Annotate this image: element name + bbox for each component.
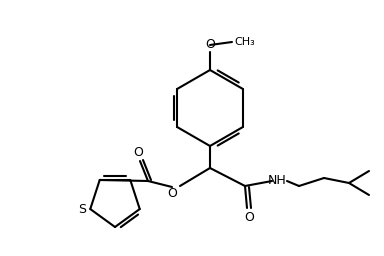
Text: NH: NH xyxy=(268,175,286,187)
Text: O: O xyxy=(167,187,177,200)
Text: O: O xyxy=(133,146,143,159)
Text: O: O xyxy=(244,211,254,224)
Text: CH₃: CH₃ xyxy=(234,37,255,47)
Text: O: O xyxy=(205,38,215,51)
Text: S: S xyxy=(78,202,86,216)
